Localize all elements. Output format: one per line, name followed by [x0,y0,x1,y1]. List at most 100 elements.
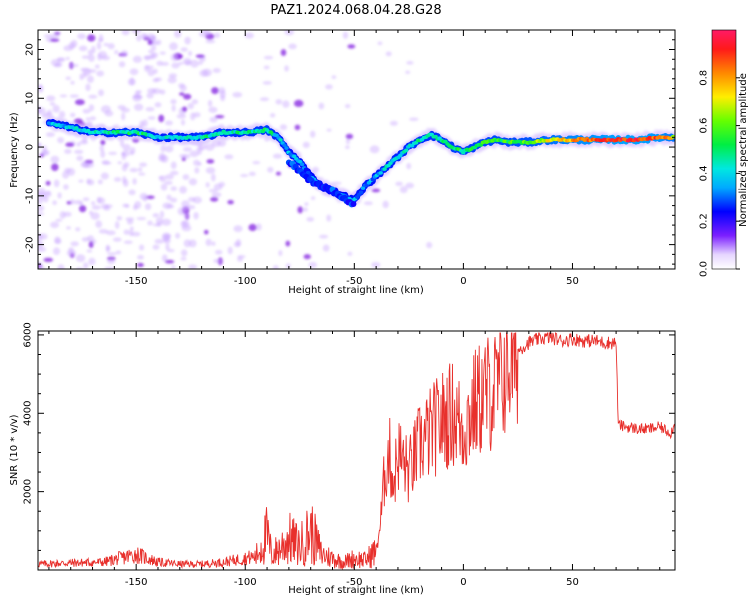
noise-blob [38,233,43,241]
x-tick-label: -50 [346,577,362,588]
noise-blob [53,179,60,188]
noise-blob [171,265,176,269]
noise-blob [275,171,281,176]
noise-blob [193,211,199,220]
noise-blob [279,124,288,131]
noise-blob [302,141,310,149]
noise-blob [89,116,97,121]
noise-blob [176,113,187,119]
noise-blob [88,94,98,99]
snr-series-line [38,331,675,570]
noise-blob [66,249,77,257]
noise-blob [224,154,234,160]
noise-blob [345,133,354,140]
noise-blob [278,249,283,257]
noise-blob [173,30,182,38]
noise-blob [188,264,198,269]
noise-blob [171,104,176,112]
noise-blob [171,62,180,69]
noise-blob [38,246,47,253]
noise-blob [52,247,61,255]
noise-blob [160,61,170,66]
noise-blob [149,53,156,60]
noise-blob [119,139,125,148]
snr-y-label: SNR (10 * v/v) [9,414,20,485]
noise-blob [272,153,283,159]
noise-blob [184,36,191,45]
noise-blob [169,170,179,176]
noise-blob [63,211,72,217]
noise-blob [56,58,65,63]
ridge-core-mark [303,167,309,172]
noise-blob [76,155,84,161]
noise-blob [45,132,56,137]
noise-blob [135,89,142,94]
noise-blob [198,31,209,38]
noise-blob [297,206,303,214]
noise-blob [88,257,96,266]
noise-blob [197,161,202,166]
spectrogram-noise [38,30,433,269]
noise-blob [134,200,142,209]
noise-blob [304,202,309,206]
noise-blob [73,200,83,205]
noise-blob [164,120,173,126]
noise-blob [211,191,222,198]
noise-blob [43,34,53,38]
noise-blob [86,249,93,253]
noise-blob [75,254,86,263]
noise-blob [244,32,255,39]
noise-blob [113,177,122,182]
noise-blob [182,57,192,66]
noise-blob [96,41,102,50]
noise-blob [377,41,383,46]
y-tick-label: 2000 [23,479,34,504]
noise-blob [294,124,301,131]
noise-blob [188,178,198,186]
noise-blob [282,100,290,108]
snr-x-label: Height of straight line (km) [288,585,424,596]
noise-blob [82,108,91,114]
noise-blob [199,69,209,77]
noise-blob [153,68,158,74]
noise-blob [95,220,103,229]
noise-blob [54,62,63,66]
noise-blob [85,117,91,121]
noise-blob [86,179,95,186]
noise-blob [308,261,318,268]
noise-blob [50,155,60,164]
noise-blob [107,258,116,265]
noise-blob [259,97,270,102]
noise-blob [179,154,187,158]
noise-blob [51,163,59,171]
noise-blob [147,39,153,46]
noise-blob [154,238,164,244]
noise-blob [132,178,137,185]
noise-blob [211,241,216,246]
noise-blob [144,203,152,211]
noise-blob [408,117,419,121]
noise-blob [169,42,178,51]
noise-blob [193,112,201,118]
ridge-core-mark [299,162,305,167]
noise-blob [164,145,174,153]
noise-blob [233,225,243,233]
noise-blob [166,204,175,209]
noise-blob [94,64,100,69]
ridge-core-mark [305,170,311,175]
noise-blob [159,210,165,219]
noise-blob [269,113,276,118]
noise-blob [136,255,144,260]
noise-blob [131,231,141,237]
noise-blob [91,201,96,206]
noise-blob [99,144,105,152]
y-tick-label: 20 [25,43,36,56]
noise-blob [406,162,412,170]
noise-blob [45,180,51,186]
noise-blob [126,219,134,225]
noise-blob [152,78,160,83]
noise-blob [38,205,45,212]
noise-blob [194,167,200,174]
noise-blob [150,45,157,51]
y-tick-label: 10 [25,92,36,105]
